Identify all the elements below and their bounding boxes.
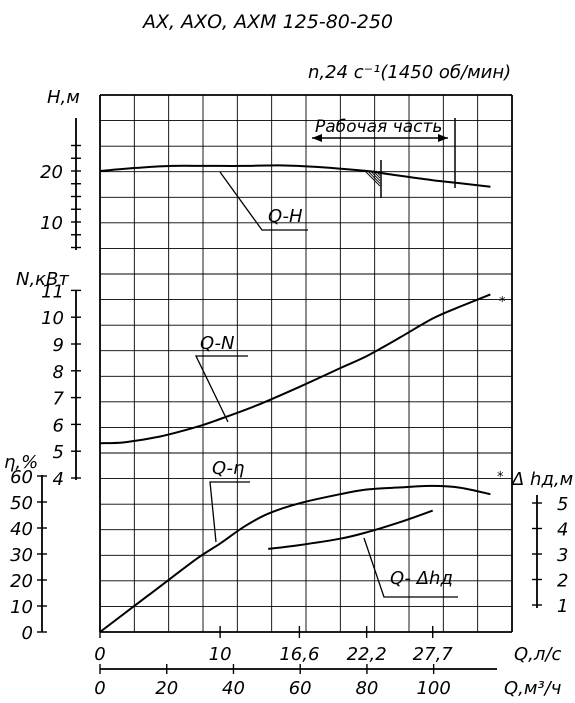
label-q-n: Q-N <box>200 333 234 354</box>
working-zone-arrow-left <box>312 134 322 142</box>
working-zone-label: Рабочая часть <box>315 117 442 137</box>
curve-leaders <box>194 171 458 598</box>
tick-label-eta: 0 <box>22 623 33 644</box>
tick-label-q-m3h: 0 <box>94 678 105 699</box>
axis-label-eta: η,% <box>4 452 38 473</box>
tick-label-n: 5 <box>53 442 64 463</box>
tick-label-q-m3h: 20 <box>155 678 178 699</box>
tick-label-q-ls: 27,7 <box>413 644 454 665</box>
leader-q-h <box>219 171 308 231</box>
tick-label-q-ls: 16,6 <box>279 644 319 665</box>
label-q-dh: Q- Δhд <box>390 568 453 589</box>
leader-q-dh <box>363 537 458 598</box>
axis-label-q-ls: Q,л/с <box>514 644 561 665</box>
tick-label-dh: 2 <box>557 571 568 592</box>
tick-label-q-m3h: 100 <box>416 678 450 699</box>
grid <box>99 94 513 633</box>
tick-label-eta: 60 <box>10 467 33 488</box>
tick-label-n: 10 <box>41 308 64 329</box>
tick-label-h: 10 <box>40 213 63 234</box>
curve-q-eta <box>99 484 491 633</box>
tick-label-dh: 1 <box>557 596 568 617</box>
tick-label-n: 9 <box>53 335 64 356</box>
tick-label-eta: 30 <box>10 545 33 566</box>
tick-label-dh: 3 <box>557 545 568 566</box>
end-marker-q-eta: * <box>497 470 504 485</box>
tick-label-n: 7 <box>53 389 65 410</box>
tick-label-dh: 5 <box>557 494 568 515</box>
tick-label-q-ls: 22,2 <box>347 644 387 665</box>
curve-q-n <box>99 293 491 445</box>
tick-label-eta: 40 <box>10 519 33 540</box>
hatch-line <box>363 169 381 187</box>
tick-label-n: 11 <box>41 281 64 302</box>
tick-label-q-ls: 0 <box>94 644 105 665</box>
tick-label-n: 8 <box>53 362 64 383</box>
axis-label-q-m3h: Q,м³/ч <box>504 678 561 699</box>
axis-label-n: N,кВт <box>16 269 69 290</box>
curve-q-h <box>99 164 491 188</box>
curve-q-dh <box>268 509 434 550</box>
tick-label-q-m3h: 60 <box>289 678 312 699</box>
tick-label-h: 20 <box>40 162 63 183</box>
speed-label: n,24 с⁻¹(1450 об/мин) <box>308 62 511 83</box>
tick-label-eta: 10 <box>10 597 33 618</box>
working-zone-arrow-right <box>438 134 448 142</box>
label-q-eta: Q-η <box>212 458 244 479</box>
chart-title: АХ, АХО, АХМ 125-80-250 <box>141 11 393 33</box>
tick-label-dh: 4 <box>557 520 568 541</box>
axis-label-h: H,м <box>47 87 80 108</box>
tick-label-eta: 50 <box>10 493 33 514</box>
tick-label-q-ls: 10 <box>209 644 232 665</box>
tick-label-n: 6 <box>53 415 64 436</box>
end-marker-q-n: * <box>499 295 506 310</box>
curves <box>99 164 491 633</box>
working-zone: Рабочая часть <box>312 117 456 198</box>
tick-label-n: 4 <box>53 469 64 490</box>
axis-label-dh: Δ hд,м <box>510 469 573 490</box>
label-q-h: Q-H <box>268 206 303 227</box>
tick-label-q-m3h: 80 <box>355 678 378 699</box>
tick-label-q-m3h: 40 <box>222 678 245 699</box>
leader-q-n <box>194 355 248 423</box>
tick-label-eta: 20 <box>10 571 33 592</box>
hatch-line <box>366 169 381 184</box>
leader-q-eta <box>209 481 250 543</box>
